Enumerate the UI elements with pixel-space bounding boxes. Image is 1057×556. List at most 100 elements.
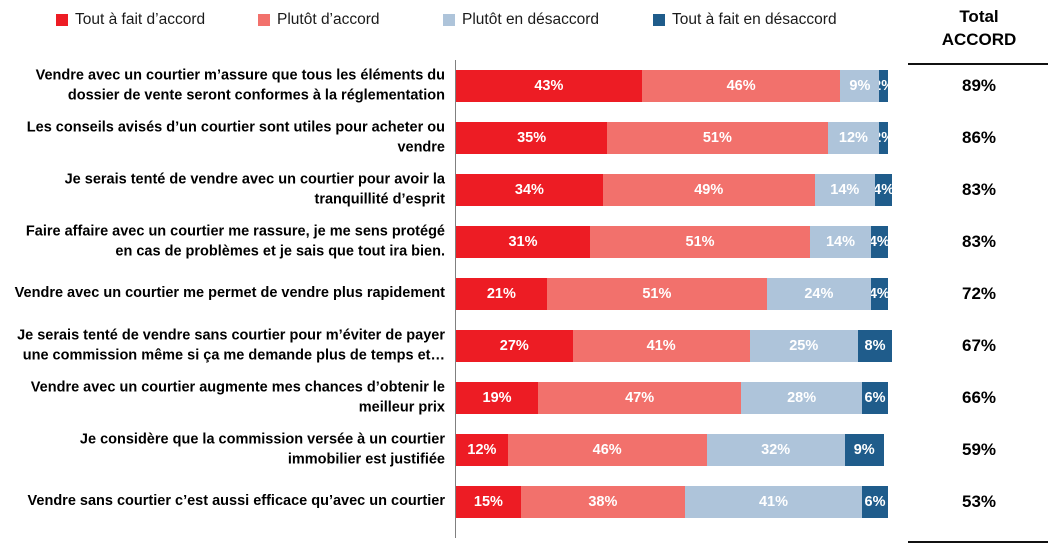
bar-segment-value: 35%	[517, 129, 547, 146]
bar-segment[interactable]: 38%	[520, 486, 685, 518]
bar-segment-value: 9%	[849, 77, 871, 94]
row-category-label: Faire affaire avec un courtier me rassur…	[25, 223, 445, 259]
bar-segment[interactable]: 8%	[857, 330, 893, 362]
bar-segment[interactable]: 41%	[572, 330, 750, 362]
chart-row: Vendre sans courtier c’est aussi efficac…	[0, 476, 1057, 528]
bar-segment[interactable]: 34%	[456, 174, 603, 206]
bar-segment[interactable]: 51%	[589, 226, 811, 258]
bar-segment[interactable]: 51%	[607, 122, 828, 154]
legend-item-label: Plutôt en désaccord	[462, 11, 600, 29]
chart-row: Vendre avec un courtier me permet de ven…	[0, 268, 1057, 320]
bar-segment[interactable]: 15%	[456, 486, 521, 518]
bar-segment[interactable]: 25%	[749, 330, 858, 362]
chart-legend: Tout à fait d’accord Plutôt d’accord Plu…	[0, 0, 900, 34]
chart-row: Faire affaire avec un courtier me rassur…	[0, 216, 1057, 268]
square-swatch-icon	[56, 14, 68, 26]
legend-item-tout-a-fait-en-desaccord[interactable]: Tout à fait en désaccord	[653, 9, 837, 31]
total-accord-value: 67%	[961, 336, 997, 355]
square-swatch-icon	[443, 14, 455, 26]
bar-segment-value: 21%	[486, 285, 516, 302]
plot-area: Vendre avec un courtier m’assure que tou…	[0, 60, 1057, 540]
total-accord-value: 53%	[961, 492, 997, 511]
bar-segment[interactable]: 12%	[827, 122, 880, 154]
total-column-rule-bottom	[908, 541, 1048, 543]
bar-segment[interactable]: 43%	[456, 70, 642, 102]
total-accord-value: 59%	[961, 440, 997, 459]
bar-segment-value: 51%	[702, 129, 732, 146]
total-accord-value: 83%	[961, 180, 997, 199]
stacked-bar: 27% 41% 25% 8%	[456, 330, 893, 362]
bar-segment[interactable]: 32%	[706, 434, 845, 466]
bar-segment-value: 25%	[789, 337, 819, 354]
bar-segment[interactable]: 31%	[456, 226, 590, 258]
bar-segment[interactable]: 4%	[870, 278, 888, 310]
bar-segment[interactable]: 9%	[844, 434, 884, 466]
bar-segment-value: 32%	[761, 441, 791, 458]
bar-segment[interactable]: 4%	[870, 226, 888, 258]
row-category-label: Je serais tenté de vendre sans courtier …	[17, 327, 445, 363]
bar-segment-value: 6%	[864, 389, 886, 406]
chart-row: Je serais tenté de vendre avec un courti…	[0, 164, 1057, 216]
chart-row: Les conseils avisés d’un courtier sont u…	[0, 112, 1057, 164]
bar-segment-value: 49%	[694, 181, 724, 198]
bar-segment[interactable]: 24%	[767, 278, 871, 310]
bar-segment[interactable]: 6%	[862, 382, 888, 414]
stacked-bar: 19% 47% 28% 6%	[456, 382, 888, 414]
bar-segment-value: 38%	[588, 493, 618, 510]
row-category-label: Vendre sans courtier c’est aussi efficac…	[27, 493, 445, 510]
row-category-label: Les conseils avisés d’un courtier sont u…	[26, 119, 445, 155]
bar-segment-value: 6%	[864, 493, 886, 510]
bar-segment[interactable]: 4%	[875, 174, 893, 206]
row-category-label: Vendre avec un courtier augmente mes cha…	[30, 379, 445, 415]
bar-segment[interactable]: 9%	[840, 70, 880, 102]
stacked-bar: 34% 49% 14% 4%	[456, 174, 893, 206]
bar-segment-value: 47%	[625, 389, 655, 406]
bar-segment[interactable]: 2%	[879, 122, 888, 154]
row-category-label: Vendre avec un courtier m’assure que tou…	[35, 67, 445, 103]
bar-segment-value: 4%	[870, 233, 888, 250]
bar-segment[interactable]: 51%	[546, 278, 768, 310]
chart-row: Je serais tenté de vendre sans courtier …	[0, 320, 1057, 372]
stacked-bar: 12% 46% 32% 9%	[456, 434, 888, 466]
bar-segment[interactable]: 12%	[456, 434, 508, 466]
bar-segment-value: 27%	[499, 337, 529, 354]
stacked-bar: 15% 38% 41% 6%	[456, 486, 888, 518]
bar-segment-value: 41%	[646, 337, 676, 354]
bar-segment-value: 51%	[685, 233, 715, 250]
stacked-bar: 43% 46% 9% 2%	[456, 70, 888, 102]
bar-segment-value: 28%	[787, 389, 817, 406]
bar-segment[interactable]: 2%	[879, 70, 888, 102]
bar-segment[interactable]: 46%	[507, 434, 707, 466]
bar-segment[interactable]: 27%	[456, 330, 573, 362]
bar-segment[interactable]: 49%	[602, 174, 815, 206]
bar-segment[interactable]: 19%	[456, 382, 539, 414]
legend-item-tout-a-fait-daccord[interactable]: Tout à fait d’accord	[56, 9, 205, 31]
total-accord-value: 89%	[961, 76, 997, 95]
bar-segment[interactable]: 41%	[684, 486, 863, 518]
square-swatch-icon	[653, 14, 665, 26]
bar-segment-value: 41%	[758, 493, 789, 510]
bar-segment-value: 2%	[879, 131, 888, 146]
bar-segment[interactable]: 14%	[814, 174, 876, 206]
legend-item-plutot-en-desaccord[interactable]: Plutôt en désaccord	[443, 9, 599, 31]
bar-segment-value: 4%	[875, 181, 892, 198]
bar-segment-value: 8%	[864, 337, 886, 354]
bar-segment[interactable]: 47%	[538, 382, 742, 414]
total-accord-column-header: Total ACCORD	[905, 6, 1053, 52]
bar-segment[interactable]: 14%	[810, 226, 871, 258]
legend-item-plutot-daccord[interactable]: Plutôt d’accord	[258, 9, 380, 31]
total-accord-value: 66%	[961, 388, 997, 407]
bar-segment[interactable]: 6%	[862, 486, 888, 518]
legend-item-label: Plutôt d’accord	[277, 11, 380, 29]
bar-segment-value: 34%	[514, 181, 544, 198]
bar-segment-value: 15%	[473, 493, 503, 510]
bar-segment[interactable]: 35%	[456, 122, 608, 154]
total-header-line-2: ACCORD	[941, 29, 1017, 49]
bar-segment[interactable]: 21%	[456, 278, 547, 310]
bar-segment-value: 2%	[879, 79, 888, 94]
bar-segment[interactable]: 46%	[641, 70, 841, 102]
bar-segment-value: 19%	[482, 389, 512, 406]
total-accord-value: 83%	[961, 232, 997, 251]
bar-segment-value: 4%	[870, 285, 888, 302]
bar-segment[interactable]: 28%	[741, 382, 863, 414]
